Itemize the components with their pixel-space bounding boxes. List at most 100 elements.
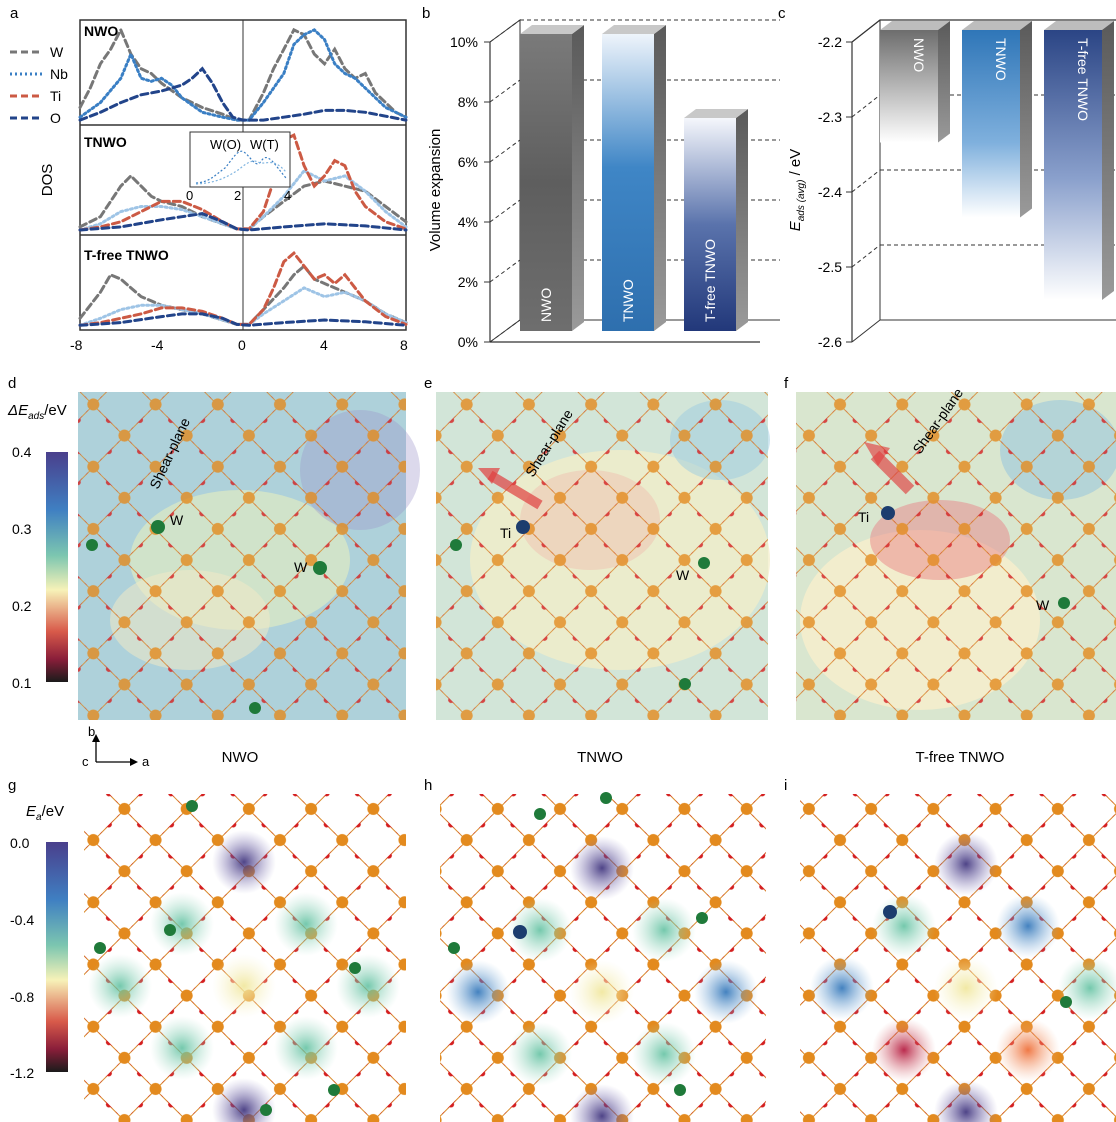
eads-ylabel: Eads (avg) / eV [787, 149, 807, 232]
bar-side [1102, 21, 1114, 300]
grid-diag [489, 139, 521, 163]
energy-site [996, 1018, 1060, 1082]
label-ti-e: Ti [500, 525, 511, 541]
y-tick-label: -2.6 [818, 334, 842, 350]
bar-nwo [520, 34, 572, 331]
grid-diag [851, 244, 881, 268]
cbar2-tick: 0.0 [10, 835, 30, 851]
bar-top [962, 21, 1032, 30]
cbar1-main: ΔE [7, 402, 29, 419]
y-tick-label: 2% [458, 274, 478, 290]
legend-nb: Nb [50, 66, 68, 82]
energy-site [212, 954, 276, 1018]
dos-chart: NWO TNWO T-free TNWO W(O) W(T) 0 2 4 -8 … [10, 19, 408, 353]
bar-label: T-free TNWO [702, 239, 718, 322]
energy-blobs-i [810, 832, 1116, 1122]
panel-label-g: g [8, 777, 16, 794]
volume-ylabel: Volume expansion [427, 129, 444, 252]
bar-label: TNWO [993, 38, 1009, 81]
energy-site [274, 892, 338, 956]
bar-label: TNWO [620, 279, 636, 322]
dos-line-o [78, 66, 408, 122]
subpanel-title-tnwo: TNWO [84, 134, 127, 150]
map-d: Shear-plane W W [78, 392, 420, 720]
cbar1-tick: 0.1 [12, 675, 32, 691]
bar-top [602, 25, 666, 34]
y-tick-label: -2.3 [818, 109, 842, 125]
y-tick-label: -2.4 [818, 184, 842, 200]
bar-t-free-tnwo [684, 118, 736, 331]
legend-ti: Ti [50, 88, 61, 104]
dos-ylabel: DOS [39, 164, 56, 197]
eads-ylabel-sub: ads (avg) [796, 180, 807, 222]
map-title-tfree: T-free TNWO [916, 749, 1005, 766]
grid-diag [489, 259, 521, 283]
energy-site [934, 956, 998, 1020]
top-edge [851, 19, 881, 43]
map-g [84, 794, 406, 1122]
bar-tnwo [962, 30, 1020, 218]
cbar1-tick: 0.2 [12, 598, 32, 614]
grid-diag [489, 199, 521, 223]
inset-label-wo: W(O) [210, 137, 241, 152]
cbar2-tick: -0.8 [10, 989, 34, 1005]
bar-tnwo [602, 34, 654, 331]
bar-nwo [880, 30, 938, 143]
energy-site [446, 960, 510, 1024]
bar-label: NWO [911, 38, 927, 72]
colorbar-dEads: ΔEads/eV 0.4 0.3 0.2 0.1 [7, 402, 68, 691]
eads-ylabel-main: E [787, 220, 804, 231]
subpanel-title-tfree: T-free TNWO [84, 247, 169, 263]
bar-side [736, 109, 748, 331]
x-tick: -8 [70, 337, 83, 353]
dos-curves [78, 26, 408, 327]
energy-blobs-h [446, 836, 758, 1122]
y-tick-label: -2.2 [818, 34, 842, 50]
energy-site [212, 1078, 276, 1122]
energy-site [508, 1022, 572, 1086]
inset-tick-2: 2 [234, 188, 241, 203]
energy-site [632, 898, 696, 962]
energy-site [88, 954, 152, 1018]
inset-tick-4: 4 [284, 188, 291, 203]
energy-site [336, 954, 400, 1018]
x-tick: 0 [238, 337, 246, 353]
label-w-f: W [1036, 597, 1050, 613]
energy-site [810, 956, 874, 1020]
grid-diag [489, 319, 521, 343]
x-tick: 4 [320, 337, 328, 353]
label-ti-f: Ti [858, 509, 869, 525]
energy-site [274, 1016, 338, 1080]
eads-y-ticks: -2.2 -2.3 -2.4 -2.5 -2.6 [818, 34, 852, 350]
dos-legend: W Nb Ti O [10, 44, 68, 126]
map-title-nwo: NWO [222, 749, 259, 766]
y-tick-label: 6% [458, 154, 478, 170]
axis-a: a [142, 754, 150, 769]
y-tick-label: -2.5 [818, 259, 842, 275]
bar-label: NWO [538, 288, 554, 322]
bar-side [572, 25, 584, 331]
subpanel-title-nwo: NWO [84, 23, 118, 39]
adsorption-energy-chart: NWO TNWO T-free TNWO -2.2-2.3-2.4-2.5-2.6 … [787, 19, 1116, 350]
cbar2-tick: -0.4 [10, 912, 34, 928]
inset-tick-0: 0 [186, 188, 193, 203]
energy-site [996, 894, 1060, 958]
grid-diag [489, 79, 521, 103]
dos-line-ti [78, 250, 408, 327]
bar-side [938, 21, 950, 143]
inset: W(O) W(T) 0 2 4 [186, 131, 291, 203]
axes-indicator: b a c [82, 724, 150, 769]
energy-site [212, 830, 276, 894]
grid-diag [851, 169, 881, 193]
map-title-tnwo: TNWO [577, 749, 623, 766]
cbar2-sub: a [36, 812, 42, 823]
eads-ylabel-unit: / eV [787, 149, 804, 180]
energy-site [632, 1022, 696, 1086]
label-w-e: W [676, 567, 690, 583]
energy-site [150, 892, 214, 956]
axis-c: c [82, 754, 89, 769]
x-tick: -4 [151, 337, 164, 353]
bar-top [880, 21, 950, 30]
x-tick: 8 [400, 337, 408, 353]
